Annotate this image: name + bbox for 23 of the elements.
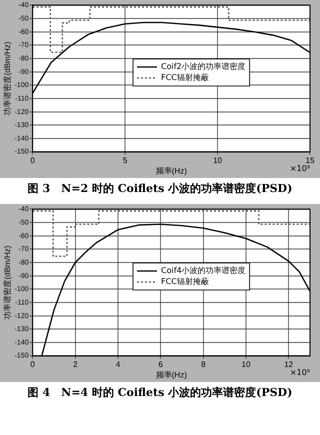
text: 图 3 N=2 时的 Coiflets 小波的功率谱密度(PSD) xyxy=(26,181,294,197)
x-tick-label: 2 xyxy=(73,360,78,369)
legend-label: Coif2小波的功率谱密度 xyxy=(161,62,246,72)
x-tick-label: 12 xyxy=(284,360,294,369)
x-tick-label: 0 xyxy=(30,360,36,369)
x-tick-label: 10 xyxy=(242,360,251,369)
x-tick-label: 5 xyxy=(122,156,128,165)
x-tick-label: 4 xyxy=(116,360,121,369)
x-tick-label: 15 xyxy=(306,156,315,165)
y-axis-title: 功率谱密度(dBm/Hz) xyxy=(3,41,12,116)
y-axis-title: 功率谱密度(dBm/Hz) xyxy=(3,245,12,320)
legend-label: Coif4小波的功率谱密度 xyxy=(161,266,246,276)
legend-label: FCC辐射掩蔽 xyxy=(161,277,209,286)
text: ×10⁹ xyxy=(290,368,310,377)
x-tick-label: 8 xyxy=(201,360,206,369)
text: ×10⁹ xyxy=(290,164,310,173)
x-axis-title: 频率(Hz) xyxy=(156,370,188,380)
x-tick-label: 0 xyxy=(30,156,36,165)
x-tick-label: 6 xyxy=(158,360,164,369)
x-axis-title: 频率(Hz) xyxy=(156,166,188,176)
x-tick-label: 10 xyxy=(213,156,223,165)
legend-label: FCC辐射掩蔽 xyxy=(161,73,209,82)
text: 图 4 N=4 时的 Coiflets 小波的功率谱密度(PSD) xyxy=(26,385,294,401)
